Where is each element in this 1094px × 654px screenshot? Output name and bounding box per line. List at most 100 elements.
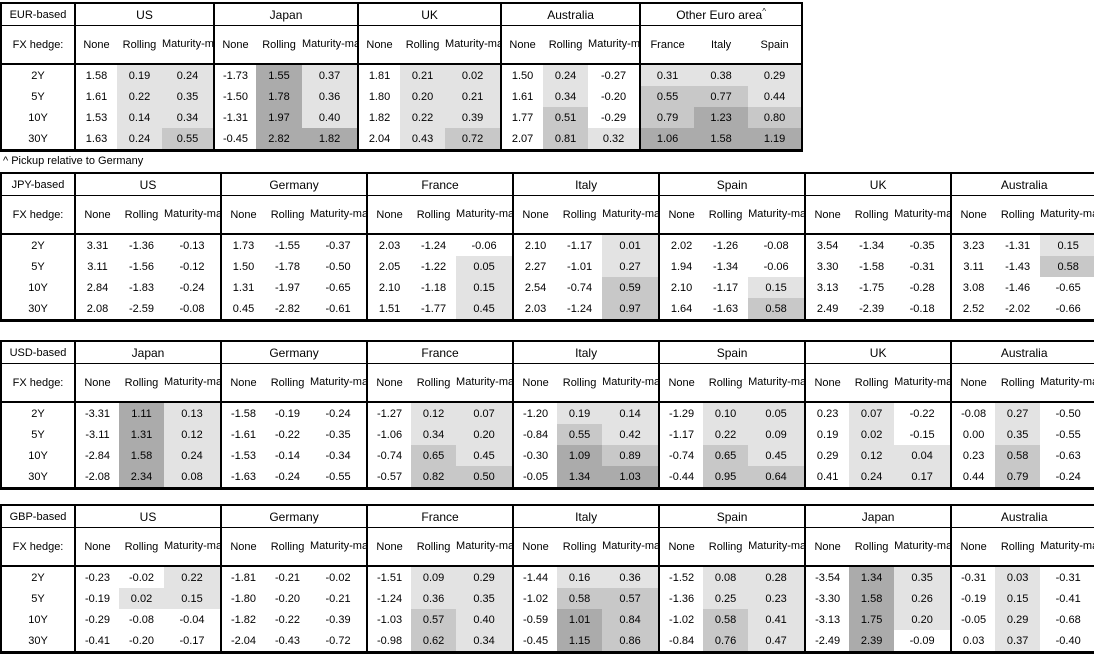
value-cell: 0.21 xyxy=(445,86,502,107)
value-cell: -1.34 xyxy=(859,239,885,252)
value-cell: 2.10 xyxy=(366,277,412,298)
country-group-header: Germany xyxy=(220,505,368,528)
hedge-type-header: Maturity-matched xyxy=(302,25,359,65)
value-cell: 2.82 xyxy=(256,128,303,151)
hedge-type-header: None xyxy=(950,527,996,567)
value-cell: 0.07 xyxy=(849,402,895,424)
value-cell: 0.08 xyxy=(703,566,749,588)
eur-based-table-block: EUR-based US Japan UK Australia Other Euro ar… xyxy=(0,2,1094,152)
value-cell: 0.32 xyxy=(588,128,641,151)
value-cell: 0.29 xyxy=(995,609,1041,630)
tenor-label: 10Y xyxy=(28,449,48,462)
value-cell: -3.54 xyxy=(804,566,850,588)
hedge-type-header: Rolling xyxy=(995,527,1041,567)
country-group-name: Australia xyxy=(1000,177,1048,192)
value-cell: -1.29 xyxy=(658,402,704,424)
value-cell: -0.84 xyxy=(658,630,704,653)
value-cell: 0.58 xyxy=(748,298,806,321)
hedge-type-header: Rolling xyxy=(703,527,749,567)
value-cell: -0.20 xyxy=(128,634,155,647)
country-group-name: UK xyxy=(869,177,887,192)
value-cell: -1.55 xyxy=(274,239,301,252)
value-cell: -1.06 xyxy=(366,424,412,445)
value-cell: 0.27 xyxy=(995,402,1041,424)
value-cell: -0.74 xyxy=(567,281,593,294)
value-cell: -2.02 xyxy=(1005,302,1031,315)
value-cell: 0.82 xyxy=(411,466,457,489)
country-group-name: Japan xyxy=(269,7,303,22)
value-cell: 1.58 xyxy=(849,588,895,609)
value-cell: 0.37 xyxy=(302,64,359,86)
hedge-type-header: None xyxy=(658,527,704,567)
value-cell: 1.55 xyxy=(256,64,303,86)
value-cell: 0.07 xyxy=(456,402,514,424)
country-group-name: US xyxy=(136,7,153,22)
hedge-type-header: Rolling xyxy=(995,195,1041,235)
value-cell: -0.12 xyxy=(179,260,205,273)
hedge-type-header: None xyxy=(74,195,119,235)
country-group-name: Australia xyxy=(547,7,594,22)
value-cell: -0.18 xyxy=(909,302,935,315)
hedge-type-header: None xyxy=(512,195,558,235)
table-row: 2Y 1.58 0.19 0.24 -1.73 1.55 0.37 1.81 0.21 0.02 1… xyxy=(1,64,803,86)
tenor-label: 2Y xyxy=(31,69,45,82)
value-cell: -0.31 xyxy=(1055,571,1081,584)
value-cell: -1.75 xyxy=(859,281,885,294)
value-cell: 0.38 xyxy=(694,64,749,86)
country-group-name: Germany xyxy=(269,509,319,524)
hedge-type-header: Maturity-matched xyxy=(445,25,502,65)
value-cell: 0.40 xyxy=(302,107,359,128)
value-cell: -0.41 xyxy=(1055,592,1081,605)
value-cell: -1.34 xyxy=(713,260,739,273)
value-cell: 0.02 xyxy=(445,64,502,86)
jpy-based-table-block: JPY-based US Germany France Italy Spain UK Aust… xyxy=(0,172,1094,322)
value-cell: 0.35 xyxy=(995,424,1041,445)
value-cell: 3.31 xyxy=(74,234,119,256)
value-cell: -0.08 xyxy=(179,302,205,315)
value-cell: -1.46 xyxy=(1005,281,1031,294)
value-cell: 1.61 xyxy=(500,86,544,107)
value-cell: -0.44 xyxy=(658,466,704,489)
tenor-label: 30Y xyxy=(28,302,48,315)
hedge-type-header: Rolling xyxy=(400,25,446,65)
tenor-label: 30Y xyxy=(28,634,48,647)
value-cell: -1.63 xyxy=(220,466,266,489)
value-cell: -0.84 xyxy=(512,424,558,445)
country-group-header: Australia xyxy=(950,173,1094,196)
hedge-type-header: None xyxy=(366,363,412,403)
hedge-type-header: Maturity-matched xyxy=(162,25,215,65)
country-group-name: Australia xyxy=(1000,345,1048,360)
value-cell: -2.39 xyxy=(859,302,885,315)
tenor-label: 10Y xyxy=(28,111,48,124)
hedge-type-header: None xyxy=(366,527,412,567)
value-cell: 0.58 xyxy=(1040,256,1094,277)
value-cell: 0.84 xyxy=(602,609,660,630)
hedge-type-header: Rolling xyxy=(117,25,162,65)
hedge-type-header: None xyxy=(658,195,704,235)
value-cell: -1.03 xyxy=(366,609,412,630)
value-cell: 1.73 xyxy=(220,234,266,256)
value-cell: 2.54 xyxy=(512,277,558,298)
value-cell: 1.53 xyxy=(74,107,117,128)
value-cell: -1.02 xyxy=(658,609,704,630)
hedge-type-header: Maturity-matched xyxy=(588,25,641,65)
value-cell: 0.21 xyxy=(400,64,446,86)
fx-hedge-label: FX hedge: xyxy=(1,195,75,235)
value-cell: -0.14 xyxy=(274,449,301,462)
country-group-name: Other Euro area xyxy=(676,7,763,22)
value-cell: 0.37 xyxy=(995,630,1041,653)
value-cell: -0.02 xyxy=(128,571,155,584)
value-cell: -3.30 xyxy=(804,588,850,609)
value-cell: 0.58 xyxy=(995,445,1041,466)
value-cell: 0.55 xyxy=(639,86,695,107)
value-cell: 0.01 xyxy=(602,234,660,256)
value-cell: 1.01 xyxy=(557,609,603,630)
value-cell: 0.10 xyxy=(703,402,749,424)
tenor-label: 30Y xyxy=(28,132,48,145)
value-cell: 2.84 xyxy=(74,277,119,298)
value-cell: -1.18 xyxy=(421,281,447,294)
value-cell: -0.09 xyxy=(909,634,935,647)
value-cell: -1.51 xyxy=(366,566,412,588)
country-subheader: Italy xyxy=(694,25,749,65)
value-cell: 0.64 xyxy=(748,466,806,489)
